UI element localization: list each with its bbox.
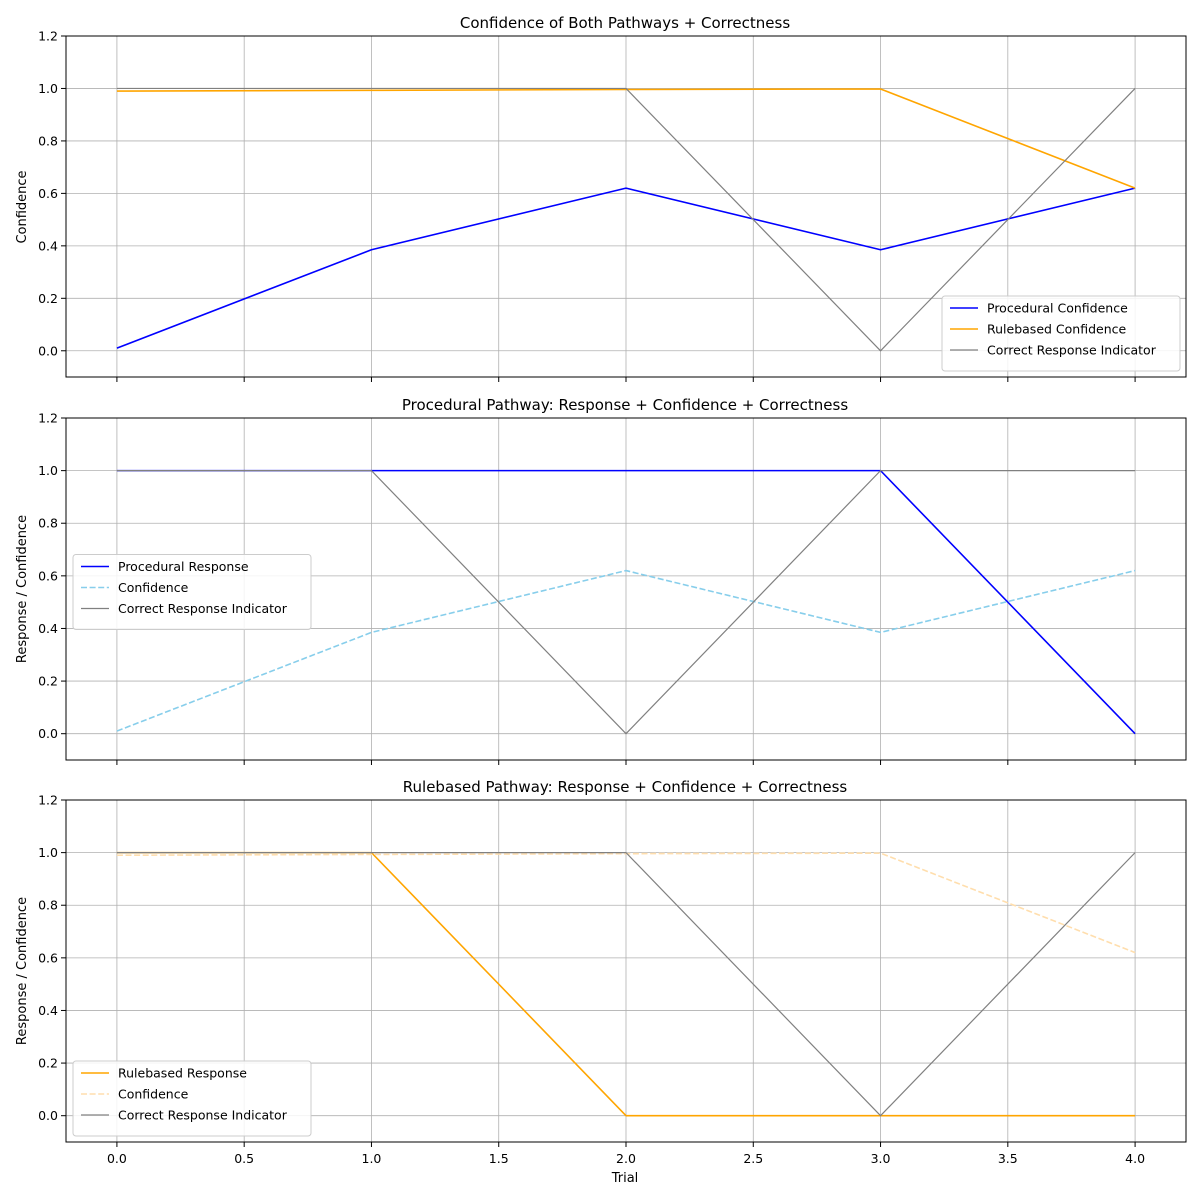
panel-1-y-tick-label: 1.2 <box>38 29 58 44</box>
panel-1-y-tick-label: 0.6 <box>38 186 58 201</box>
panel-2-legend: Procedural Response Confidence Correct Res… <box>72 554 312 630</box>
panel-3-plot: 0.0 0.2 0.4 0.6 0.8 1.0 1.2 0.0 0.5 1.0 1.5 2.0 2.5 3… <box>38 793 1187 1166</box>
panel-3-x-tick-label: 0.0 <box>107 1151 127 1166</box>
panel-2-y-tick-label: 0.8 <box>38 516 58 531</box>
panel-1-y-tick-label: 1.0 <box>38 81 58 96</box>
panel-1-plot: 0.0 0.2 0.4 0.6 0.8 1.0 1.2 Procedural Confiden… <box>38 29 1187 382</box>
panel-2-plot: 0.0 0.2 0.4 0.6 0.8 1.0 1.2 Procedural Response… <box>38 411 1187 765</box>
panel-2-legend-box <box>72 554 312 630</box>
panel-3: Rulebased Pathway: Response + Confidence… <box>15 778 1187 1186</box>
panel-3-x-tick-label: 2.5 <box>743 1151 763 1166</box>
panel-2-y-tick-label: 0.6 <box>38 568 58 583</box>
panel-1-y-axis-label: Confidence <box>15 170 30 243</box>
panel-1-y-tick-label: 0.4 <box>38 238 58 253</box>
panel-3-y-tick-label: 0.8 <box>38 898 58 913</box>
panel-1-series-line-2 <box>116 88 1136 189</box>
panel-2: Procedural Pathway: Response + Confidenc… <box>15 396 1187 765</box>
panel-3-y-tick-label: 1.0 <box>38 845 58 860</box>
panel-3-series-line-3 <box>116 852 1136 1117</box>
panel-1-y-tick-label: 0.0 <box>38 343 58 358</box>
panel-2-legend-label-3: Correct Response Indicator <box>118 601 288 616</box>
panel-3-title: Rulebased Pathway: Response + Confidence… <box>403 778 848 796</box>
panel-1-series-line-1 <box>116 187 1136 349</box>
panel-2-y-tick-label: 1.2 <box>38 411 58 426</box>
panel-2-series-line-3 <box>116 470 1136 735</box>
panel-2-y-tick-label: 0.0 <box>38 726 58 741</box>
panel-1-y-tick-label: 0.8 <box>38 133 58 148</box>
panel-3-x-tick-label: 1.5 <box>489 1151 509 1166</box>
panel-3-y-tick-label: 0.2 <box>38 1056 58 1071</box>
panel-3-legend-label-1: Rulebased Response <box>118 1066 247 1081</box>
panel-3-x-tick-label: 3.0 <box>871 1151 891 1166</box>
panel-2-y-tick-label: 0.4 <box>38 621 58 636</box>
panel-3-x-axis-label: Trial <box>611 1171 639 1186</box>
panel-3-legend-label-3: Correct Response Indicator <box>118 1108 288 1123</box>
panel-3-x-tick-label: 1.0 <box>362 1151 382 1166</box>
panel-2-legend-label-2: Confidence <box>118 580 189 595</box>
panel-3-x-tick-label: 0.5 <box>234 1151 254 1166</box>
panel-2-title: Procedural Pathway: Response + Confidenc… <box>402 396 849 414</box>
panel-1-legend-label-2: Rulebased Confidence <box>987 322 1127 337</box>
panel-3-y-tick-label: 0.6 <box>38 950 58 965</box>
panel-1-series-line-3 <box>116 87 1136 352</box>
panel-1-legend: Procedural Confidence Rulebased Confidenc… <box>941 295 1181 372</box>
panel-3-y-tick-label: 0.0 <box>38 1108 58 1123</box>
panel-1-y-tick-label: 0.2 <box>38 291 58 306</box>
panel-1-legend-label-3: Correct Response Indicator <box>987 343 1157 358</box>
panel-1: Confidence of Both Pathways + Correctnes… <box>15 14 1187 382</box>
panel-2-y-tick-label: 0.2 <box>38 674 58 689</box>
panel-3-legend-box <box>72 1060 312 1137</box>
panel-3-y-tick-label: 1.2 <box>38 793 58 808</box>
panel-1-legend-box <box>941 295 1181 372</box>
panel-3-x-tick-label: 4.0 <box>1125 1151 1145 1166</box>
panel-3-x-tick-label: 2.0 <box>616 1151 636 1166</box>
panel-3-y-tick-label: 0.4 <box>38 1003 58 1018</box>
panel-2-y-tick-label: 1.0 <box>38 463 58 478</box>
panel-3-legend-label-2: Confidence <box>118 1087 189 1102</box>
panel-1-title: Confidence of Both Pathways + Correctnes… <box>460 14 790 32</box>
panel-2-y-axis-label: Response / Confidence <box>15 515 30 663</box>
panel-3-x-tick-label: 3.5 <box>998 1151 1018 1166</box>
panel-3-series-line-2 <box>116 852 1136 954</box>
panel-2-legend-label-1: Procedural Response <box>118 559 249 574</box>
panel-1-legend-label-1: Procedural Confidence <box>987 301 1128 316</box>
panel-3-legend: Rulebased Response Confidence Correct Resp… <box>72 1060 312 1137</box>
panel-2-series-line-2 <box>116 569 1136 732</box>
panel-3-y-axis-label: Response / Confidence <box>15 897 30 1045</box>
